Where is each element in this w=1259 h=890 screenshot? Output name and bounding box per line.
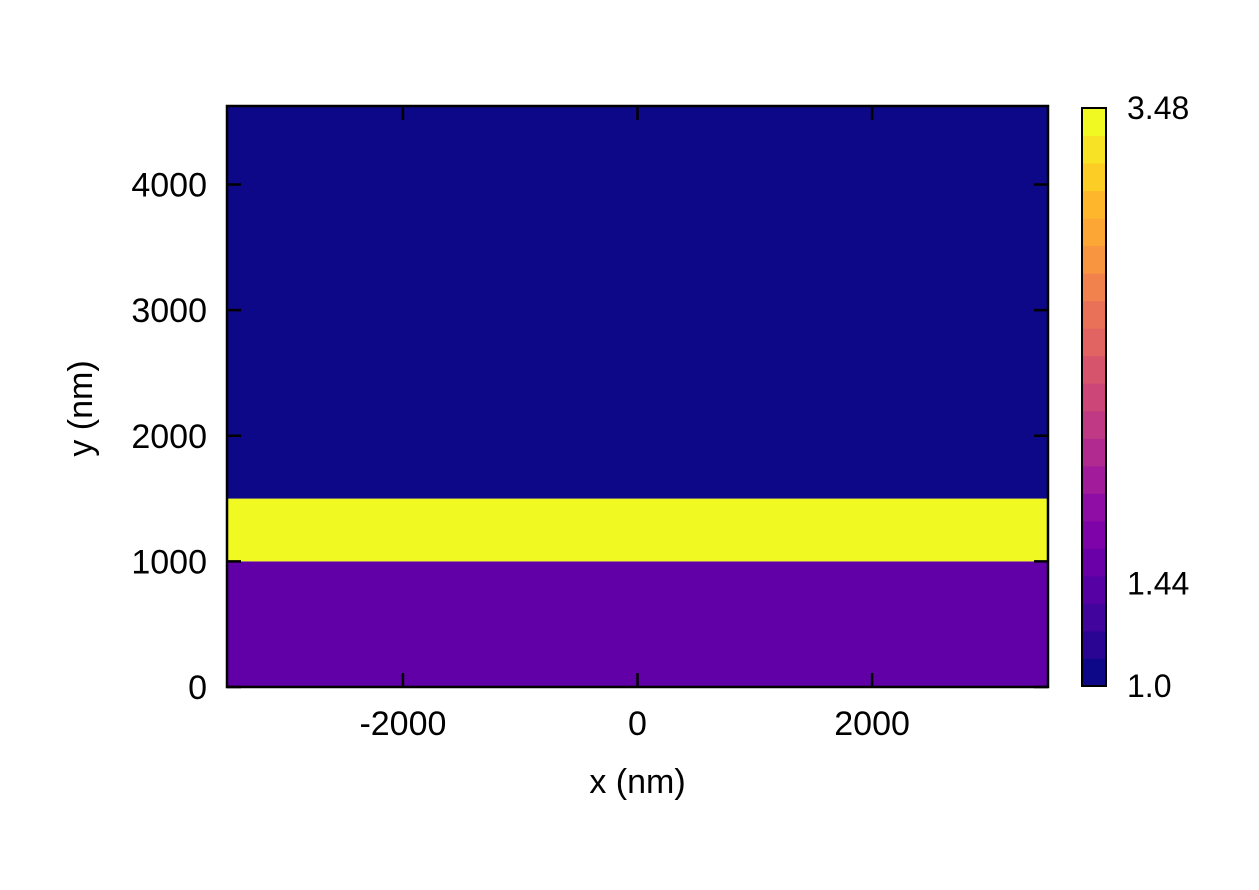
y-tick-label-1: 1000 [131,543,207,581]
colorbar-tick-label-2: 3.48 [1127,90,1189,126]
y-tick-label-2: 2000 [131,418,207,456]
axis-ticks [227,106,1048,689]
y-tick-labels: 0 1000 2000 3000 4000 [131,167,207,707]
heatmap-region-2 [227,106,1048,499]
colorbar-level-5 [1082,520,1106,549]
y-tick-label-0: 0 [188,669,207,707]
colorbar-level-11 [1082,355,1106,384]
colorbar-level-8 [1082,438,1106,467]
x-axis-label: x (nm) [589,763,685,801]
x-tick-label-0: -2000 [359,705,446,743]
y-tick-label-3: 3000 [131,292,207,330]
colorbar [1081,107,1107,687]
colorbar-level-0 [1082,658,1106,687]
colorbar-level-13 [1082,300,1106,329]
colorbar-level-18 [1082,163,1106,192]
colorbar-level-19 [1082,135,1106,164]
colorbar-labels: 1.0 1.44 3.48 [1127,90,1189,704]
colorbar-level-14 [1082,273,1106,302]
colorbar-level-9 [1082,410,1106,439]
colorbar-frame [1081,107,1107,687]
colorbar-level-6 [1082,493,1106,522]
colorbar-level-2 [1082,603,1106,632]
colorbar-level-4 [1082,548,1106,577]
colorbar-tick-label-1: 1.44 [1127,565,1189,601]
colorbar-level-3 [1082,575,1106,604]
x-tick-label-1: 0 [628,705,647,743]
y-tick-label-4: 4000 [131,167,207,205]
colorbar-level-17 [1082,190,1106,219]
heatmap-region-1 [227,498,1048,562]
x-tick-label-2: 2000 [834,705,910,743]
x-tick-labels: -2000 0 2000 [359,705,909,743]
colorbar-level-20 [1082,108,1106,137]
colorbar-level-10 [1082,383,1106,412]
colorbar-level-15 [1082,245,1106,274]
colorbar-level-1 [1082,630,1106,659]
colorbar-level-12 [1082,328,1106,357]
y-axis-label: y (nm) [62,360,100,456]
colorbar-level-16 [1082,218,1106,247]
heatmap-region-0 [227,561,1048,687]
plot-frame [225,104,1050,689]
colorbar-level-7 [1082,465,1106,494]
colorbar-tick-label-0: 1.0 [1127,668,1171,704]
heatmap-regions [227,106,1048,687]
